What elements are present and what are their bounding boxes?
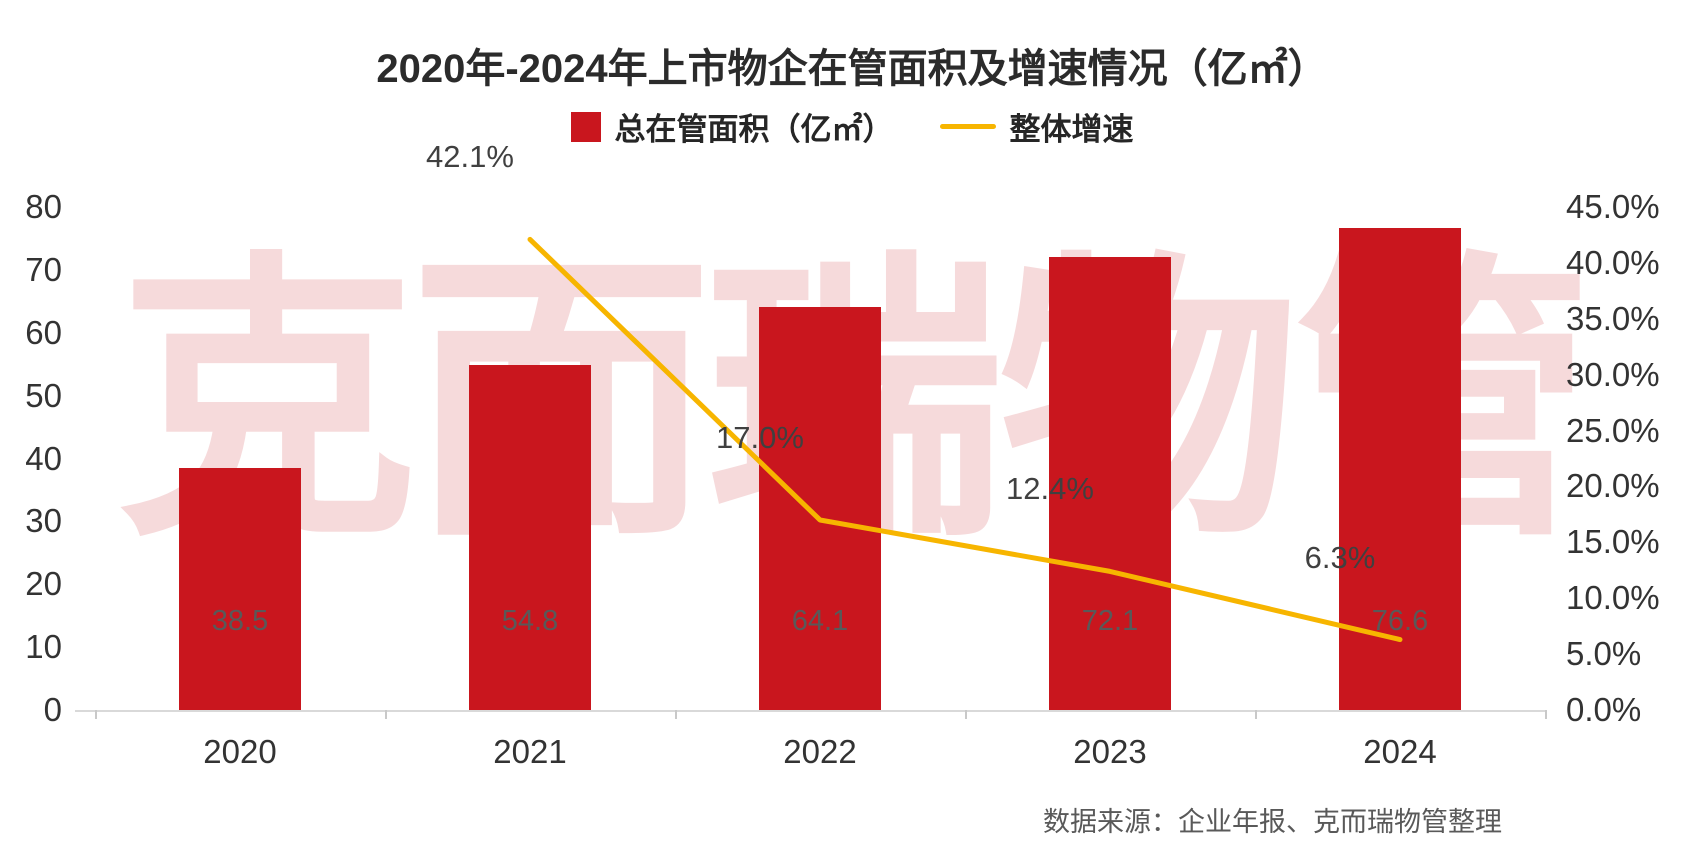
x-axis-tickmark [675, 710, 677, 719]
right-axis-tick-label: 15.0% [1566, 523, 1660, 561]
right-axis-tick-label: 40.0% [1566, 243, 1660, 281]
left-axis-tick-label: 60 [25, 313, 62, 351]
bar-value-label: 54.8 [501, 605, 559, 637]
bar-2020 [179, 467, 301, 710]
x-axis-tickmark [1255, 710, 1257, 719]
left-axis-tick-label: 50 [25, 376, 62, 414]
right-axis-tick-label: 5.0% [1566, 635, 1642, 673]
chart-title: 2020年-2024年上市物企在管面积及增速情况（亿㎡） [376, 47, 1328, 91]
x-axis-label: 2024 [1363, 733, 1437, 770]
x-axis-tickmark [95, 710, 97, 719]
left-axis-tick-label: 70 [25, 250, 62, 288]
right-axis-tick-label: 10.0% [1566, 579, 1660, 617]
data-source-note: 数据来源：企业年报、克而瑞物管整理 [1043, 807, 1502, 837]
line-series-swatch [939, 124, 996, 129]
right-axis-tick-label: 0.0% [1566, 691, 1642, 728]
x-axis-label: 2022 [783, 733, 857, 770]
growth-value-label: 17.0% [716, 419, 804, 455]
growth-value-label: 42.1% [426, 139, 514, 175]
x-axis-line [75, 710, 1545, 712]
x-axis-label: 2023 [1073, 733, 1147, 770]
bar-value-label: 38.5 [211, 605, 269, 637]
growth-value-label: 6.3% [1304, 539, 1376, 575]
bar-2022 [759, 306, 881, 710]
x-axis-label: 2021 [493, 733, 567, 770]
legend-label-growth-rate: 整体增速 [1009, 112, 1134, 147]
right-axis-tick-label: 25.0% [1566, 411, 1660, 449]
right-axis-tick-label: 35.0% [1566, 299, 1660, 337]
left-axis-tick-label: 80 [25, 188, 62, 225]
bar-value-label: 72.1 [1081, 605, 1139, 637]
left-axis-tick-label: 30 [25, 502, 62, 540]
bar-series-swatch [570, 111, 601, 142]
x-axis-tickmark [965, 710, 967, 719]
bar-value-label: 76.6 [1371, 605, 1429, 637]
right-axis-tick-label: 20.0% [1566, 467, 1660, 505]
right-axis-tick-label: 30.0% [1566, 355, 1660, 393]
left-axis-tick-label: 0 [43, 691, 62, 728]
legend: 总在管面积（亿㎡） 整体增速 [0, 104, 1704, 149]
x-axis-label: 2020 [203, 733, 277, 770]
x-axis-tickmark [385, 710, 387, 719]
bar-value-label: 64.1 [791, 605, 849, 637]
x-axis-tickmark [1545, 710, 1547, 719]
legend-label-managed-area: 总在管面积（亿㎡） [614, 112, 894, 147]
legend-item-managed-area: 总在管面积（亿㎡） [570, 104, 894, 149]
growth-value-label: 12.4% [1006, 471, 1094, 507]
left-axis-tick-label: 40 [25, 439, 62, 477]
left-axis-tick-label: 20 [25, 565, 62, 603]
right-axis-tick-label: 45.0% [1566, 188, 1660, 225]
legend-item-growth-rate: 整体增速 [939, 104, 1134, 149]
left-axis-tick-label: 10 [25, 628, 62, 666]
bar-2021 [469, 365, 591, 710]
